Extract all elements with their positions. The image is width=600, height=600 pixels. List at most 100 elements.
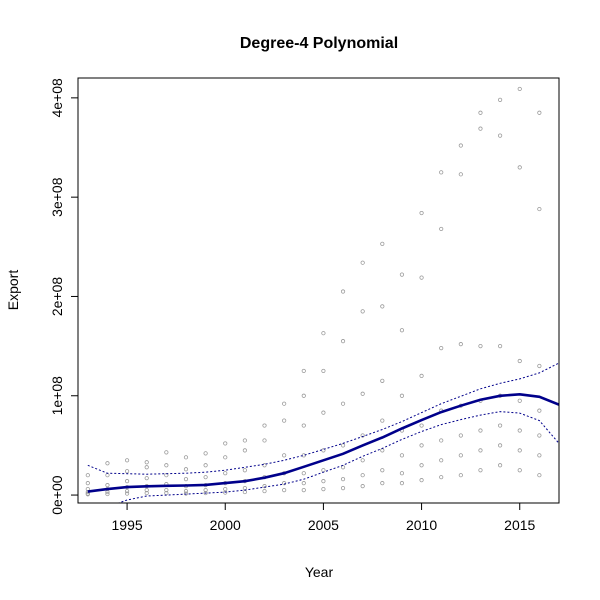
data-point xyxy=(439,475,444,480)
data-point xyxy=(458,342,463,347)
data-point xyxy=(537,363,542,369)
data-point xyxy=(399,471,405,476)
upper-band-line xyxy=(87,362,559,475)
data-point xyxy=(340,443,346,448)
data-point xyxy=(223,490,228,495)
data-point xyxy=(203,475,208,480)
data-point xyxy=(360,309,365,314)
data-point xyxy=(498,133,503,138)
data-point xyxy=(223,486,228,492)
data-point xyxy=(458,433,463,438)
y-tick-label: 0e+00 xyxy=(49,475,65,515)
x-tick-label: 2010 xyxy=(406,517,437,533)
data-point xyxy=(203,463,208,468)
data-point xyxy=(478,110,483,115)
data-point xyxy=(360,484,365,489)
data-point xyxy=(124,488,130,494)
data-point xyxy=(105,461,110,466)
data-point xyxy=(517,398,522,403)
data-point xyxy=(439,345,444,351)
data-point xyxy=(124,491,130,496)
data-point xyxy=(282,481,287,486)
data-point xyxy=(282,401,287,406)
data-point xyxy=(262,488,267,494)
data-point xyxy=(321,468,326,473)
data-point xyxy=(439,438,444,443)
plot-area: 1995 2000 2005 2010 2015 0e+00 1e+08 2e+08 3e+08… xyxy=(49,77,560,533)
data-point xyxy=(399,272,405,277)
data-point xyxy=(164,487,169,493)
data-point xyxy=(340,486,346,491)
data-point xyxy=(85,481,90,486)
data-point xyxy=(399,328,405,333)
x-axis-label: Year xyxy=(305,564,334,580)
data-point xyxy=(439,458,444,463)
data-point xyxy=(360,458,365,463)
data-point xyxy=(498,443,503,448)
y-tick-label: 1e+08 xyxy=(49,376,65,416)
data-point xyxy=(458,453,463,458)
data-point xyxy=(262,423,267,428)
data-point xyxy=(478,344,483,349)
data-point xyxy=(321,331,326,336)
data-point xyxy=(419,275,424,280)
data-point xyxy=(85,473,90,478)
data-point xyxy=(262,438,267,443)
data-point xyxy=(478,448,483,453)
data-point xyxy=(282,487,287,493)
chart-title: Degree-4 Polynomial xyxy=(240,35,398,52)
data-point xyxy=(517,165,522,170)
plot-frame xyxy=(77,77,560,504)
data-point xyxy=(242,448,247,453)
data-point xyxy=(282,418,287,423)
data-point xyxy=(301,481,306,486)
data-point xyxy=(380,448,385,453)
data-point xyxy=(223,441,228,446)
data-point xyxy=(478,428,483,433)
data-point xyxy=(537,433,542,438)
data-point xyxy=(419,423,424,428)
data-point xyxy=(301,487,306,493)
data-point xyxy=(321,368,326,374)
data-point xyxy=(301,368,306,374)
data-point xyxy=(262,463,267,468)
data-point xyxy=(321,486,326,492)
data-point xyxy=(399,393,405,398)
data-point xyxy=(321,479,326,484)
data-point xyxy=(419,463,424,468)
lower-band-line xyxy=(117,411,559,503)
data-point xyxy=(183,491,189,496)
data-point xyxy=(360,260,365,265)
data-point xyxy=(144,476,149,481)
data-point xyxy=(124,469,130,474)
data-point xyxy=(380,241,385,246)
data-point xyxy=(124,458,130,463)
data-point xyxy=(183,477,189,482)
data-point xyxy=(203,487,208,493)
data-point xyxy=(537,206,542,212)
y-tick-label: 4e+08 xyxy=(49,78,65,118)
data-point xyxy=(517,358,522,364)
data-point xyxy=(242,489,247,495)
data-point xyxy=(242,438,247,443)
data-point xyxy=(144,465,149,470)
data-point xyxy=(478,468,483,473)
data-point xyxy=(321,410,326,415)
data-point xyxy=(301,471,306,476)
data-point xyxy=(340,401,346,406)
data-point xyxy=(517,448,522,453)
data-point xyxy=(301,393,306,398)
data-point xyxy=(242,486,247,491)
y-tick-label: 2e+08 xyxy=(49,277,65,317)
data-point xyxy=(105,491,110,497)
data-point xyxy=(183,467,189,472)
data-point xyxy=(498,463,503,468)
data-point xyxy=(419,373,424,378)
data-point xyxy=(458,172,463,177)
data-point xyxy=(537,408,542,413)
data-point xyxy=(340,339,346,344)
data-point xyxy=(458,473,463,478)
data-point xyxy=(517,468,522,473)
data-point xyxy=(144,460,149,465)
